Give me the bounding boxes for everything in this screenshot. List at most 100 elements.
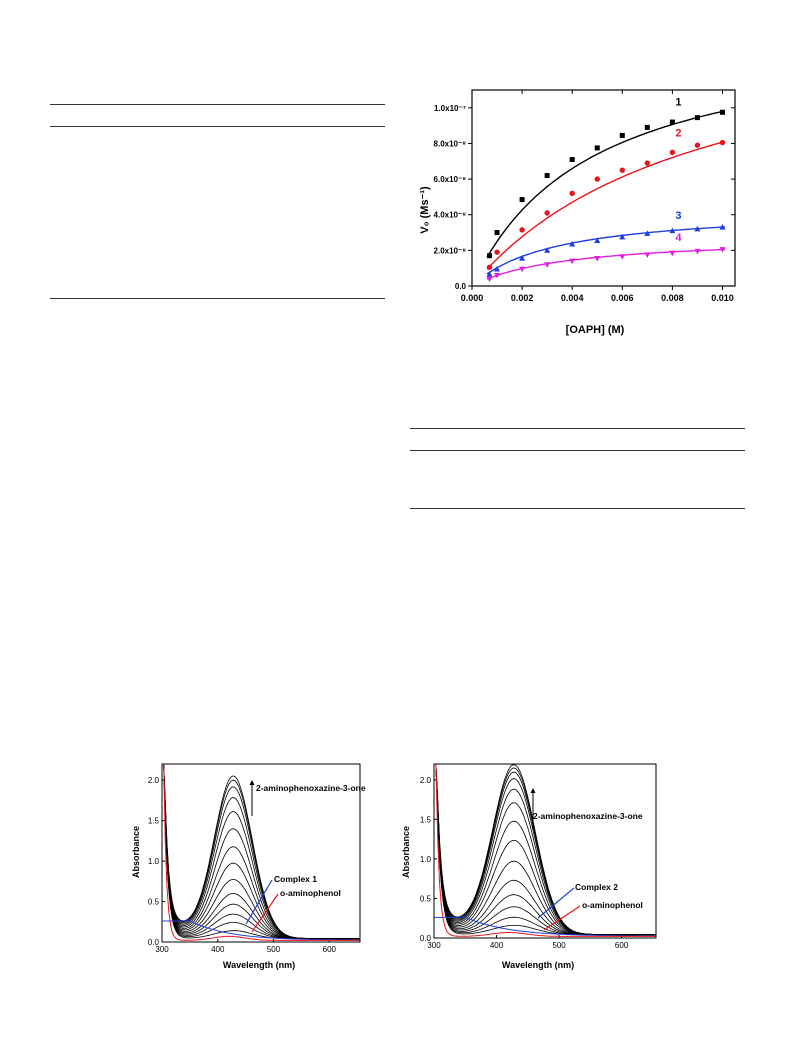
spectra2-y-tick-label: 0.0: [420, 934, 432, 943]
spectra2-growth-arrowhead: [530, 788, 536, 793]
kinetics-y-axis-label: V₀ (Ms⁻¹): [419, 186, 431, 234]
spectra2-substrate-spectrum: [435, 763, 656, 937]
kinetics-point-series-4: [569, 258, 576, 265]
kinetics-point-series-1: [569, 156, 575, 162]
kinetics-x-tick-label: 0.006: [611, 293, 634, 303]
kinetics-point-series-1: [669, 119, 675, 125]
spectra1-x-tick-label: 300: [155, 945, 169, 954]
spectra1-y-tick-label: 0.0: [148, 938, 160, 947]
kinetics-point-series-3: [594, 237, 601, 243]
spectra2-plot-frame: [433, 763, 657, 939]
kinetics-point-series-1: [544, 173, 550, 179]
spectra2-complex-label: Complex 2: [575, 882, 618, 892]
kinetics-x-axis-label: [OAPH] (M): [566, 324, 625, 336]
kinetics-x-tick-label: 0.010: [711, 293, 734, 303]
kinetics-point-series-4: [694, 248, 701, 255]
kinetics-series-label-1: 1: [675, 96, 681, 108]
kinetics-point-series-1: [594, 145, 600, 151]
spectra-complex-2: Absorbance Wavelength (nm) 2-aminophenox…: [401, 763, 657, 970]
kinetics-point-series-2: [619, 167, 625, 173]
kinetics-point-series-1: [719, 109, 725, 115]
spectra2-x-tick-label: 500: [552, 941, 566, 950]
kinetics-y-tick-label: 8.0x10⁻⁸: [434, 139, 467, 148]
kinetics-point-series-2: [719, 139, 726, 146]
spectra2-x-axis-label: Wavelength (nm): [502, 960, 574, 970]
kinetics-point-series-2: [494, 249, 500, 255]
kinetics-point-series-4: [719, 247, 726, 253]
kinetics-y-tick-label: 6.0x10⁻⁸: [434, 175, 467, 184]
kinetics-point-series-1: [519, 197, 525, 203]
kinetics-point-series-1: [494, 230, 500, 236]
kinetics-point-series-4: [494, 272, 501, 279]
spectra2-y-tick-label: 0.5: [420, 894, 432, 903]
kinetics-x-tick-label: 0.000: [461, 293, 484, 303]
kinetics-x-tick-label: 0.002: [511, 293, 534, 303]
spectra2-y-axis-label: Absorbance: [401, 826, 411, 878]
kinetics-point-series-1: [487, 253, 493, 259]
spectra2-x-tick-label: 300: [427, 941, 441, 950]
spectra1-product-label: 2-aminophenoxazine-3-one: [256, 783, 366, 793]
spectra1-complex-leader: [245, 879, 273, 925]
spectra1-complex-label: Complex 1: [274, 874, 317, 884]
kinetics-point-series-2: [569, 190, 575, 197]
kinetics-point-series-3: [494, 265, 501, 272]
kinetics-point-series-4: [594, 255, 601, 262]
kinetics-x-tick-label: 0.004: [561, 293, 584, 303]
table2-header-rule: [410, 450, 745, 451]
spectra2-complex-spectrum: [434, 915, 656, 937]
spectra2-y-tick-label: 1.5: [420, 815, 432, 824]
spectra1-x-tick-label: 400: [211, 945, 225, 954]
spectra2-x-tick-label: 400: [490, 941, 504, 950]
kinetics-fit-curve-2: [486, 140, 726, 270]
kinetics-point-series-1: [644, 124, 650, 130]
spectra2-substrate-label: o-aminophenol: [582, 900, 643, 910]
kinetics-point-series-4: [644, 252, 651, 259]
spectra1-y-tick-label: 0.5: [148, 898, 160, 907]
kinetics-point-series-4: [544, 262, 551, 268]
kinetics-y-tick-label: 4.0x10⁻⁸: [434, 211, 467, 220]
kinetics-point-series-4: [486, 276, 493, 283]
table2-bottom-rule: [410, 508, 745, 509]
spectra2-product-label: 2-aminophenoxazine-3-one: [533, 811, 643, 821]
kinetics-series-label-3: 3: [675, 210, 681, 222]
spectra1-substrate-spectrum: [163, 763, 360, 941]
table-top-rule: [50, 104, 385, 105]
spectra-complex-1: Absorbance Wavelength (nm) 2-aminophenox…: [131, 763, 366, 970]
kinetics-point-series-2: [669, 149, 676, 156]
kinetics-point-series-2: [544, 210, 550, 216]
kinetics-fit-curve-1: [486, 110, 726, 258]
kinetics-plot-frame: [471, 89, 736, 287]
kinetics-point-series-3: [719, 224, 726, 230]
kinetics-y-tick-label: 0.0: [455, 282, 467, 291]
spectra2-y-tick-label: 2.0: [420, 776, 432, 785]
kinetics-y-tick-label: 2.0x10⁻⁸: [434, 246, 467, 255]
spectra1-growth-arrowhead: [249, 780, 255, 785]
kinetics-point-series-1: [694, 115, 700, 121]
kinetics-point-series-4: [669, 250, 676, 257]
kinetics-point-series-3: [569, 240, 576, 247]
kinetics-plot: V₀ (Ms⁻¹) [OAPH] (M) 0.000 0.002 0.004 0.00…: [419, 89, 736, 336]
kinetics-x-tick-label: 0.008: [661, 293, 684, 303]
spectra2-spectrum-scan: [435, 763, 656, 936]
spectra1-complex-spectrum: [162, 918, 360, 941]
kinetics-series-label-2: 2: [675, 128, 681, 140]
kinetics-point-series-4: [619, 254, 626, 260]
spectra2-substrate-leader: [543, 905, 581, 931]
kinetics-point-series-2: [594, 176, 600, 182]
kinetics-series-label-4: 4: [675, 232, 682, 244]
table-bottom-rule: [50, 298, 385, 299]
spectra2-complex-leader: [537, 887, 575, 919]
kinetics-point-series-1: [619, 132, 625, 138]
kinetics-fit-curve-3: [486, 226, 726, 275]
kinetics-point-series-2: [519, 227, 525, 233]
spectra2-y-tick-label: 1.0: [420, 855, 432, 864]
kinetics-fit-curve-4: [486, 248, 726, 280]
spectra1-y-axis-label: Absorbance: [131, 826, 141, 878]
spectra1-y-tick-label: 1.5: [148, 817, 160, 826]
kinetics-point-series-2: [644, 160, 651, 166]
kinetics-point-series-3: [544, 247, 551, 253]
kinetics-point-series-3: [694, 225, 701, 232]
spectra1-substrate-label: o-aminophenol: [280, 888, 341, 898]
kinetics-point-series-4: [519, 266, 526, 273]
spectra1-y-tick-label: 1.0: [148, 857, 160, 866]
